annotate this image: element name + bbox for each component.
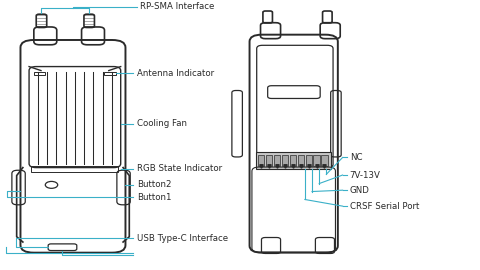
Text: USB Type-C Interface: USB Type-C Interface	[137, 234, 228, 242]
Text: Cooling Fan: Cooling Fan	[137, 119, 187, 128]
Text: Button1: Button1	[137, 193, 172, 202]
Text: GND: GND	[350, 186, 370, 195]
Bar	[282, 154, 288, 166]
Bar	[258, 154, 264, 166]
Text: NC: NC	[350, 153, 362, 162]
Text: CRSF Serial Port: CRSF Serial Port	[350, 202, 419, 211]
Bar	[32, 166, 118, 171]
Bar	[298, 154, 304, 166]
Text: Button2: Button2	[137, 180, 172, 189]
Bar	[321, 154, 327, 166]
Text: RP-SMA Interface: RP-SMA Interface	[140, 2, 214, 11]
Text: 7V-13V: 7V-13V	[350, 171, 381, 180]
Bar	[306, 154, 312, 166]
Bar	[34, 72, 45, 75]
Bar	[274, 154, 280, 166]
Bar	[266, 154, 272, 166]
Text: Antenna Indicator: Antenna Indicator	[137, 69, 215, 78]
Text: RGB State Indicator: RGB State Indicator	[137, 164, 223, 173]
Bar	[105, 72, 116, 75]
Bar	[256, 152, 331, 169]
Bar	[290, 154, 296, 166]
Bar	[313, 154, 320, 166]
